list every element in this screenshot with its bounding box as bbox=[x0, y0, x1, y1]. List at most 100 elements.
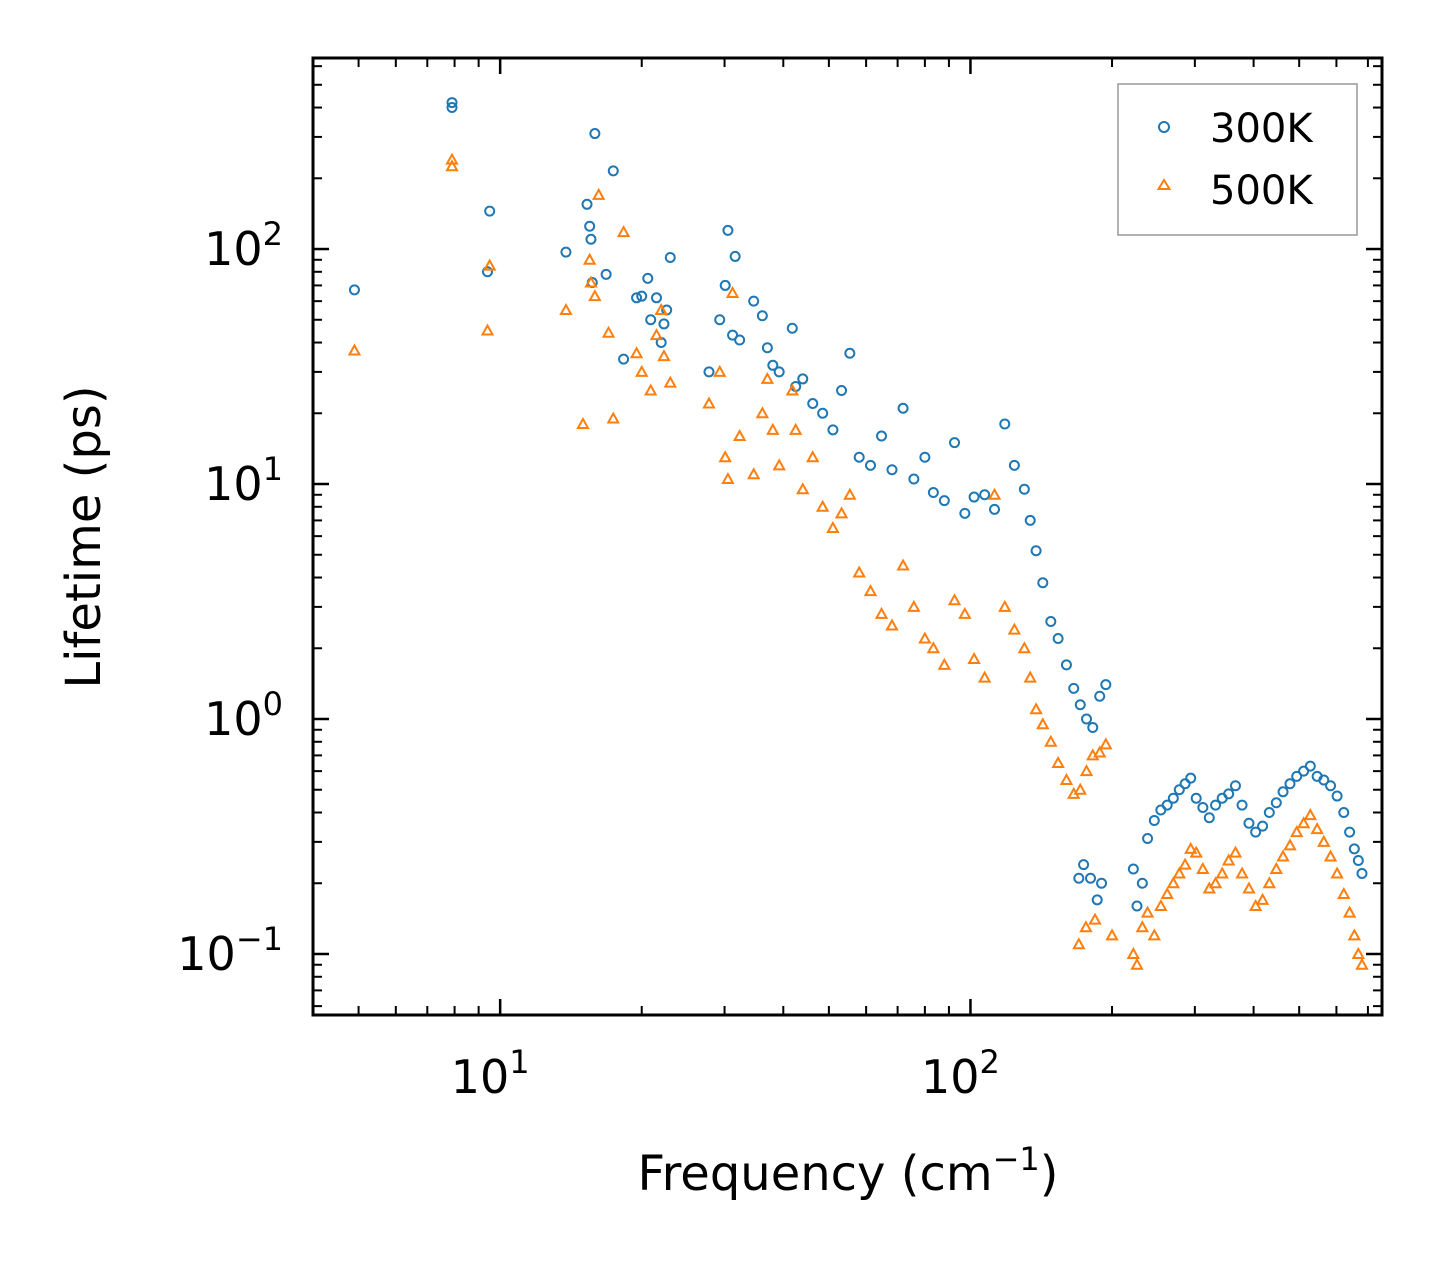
data-point-300k bbox=[1127, 863, 1139, 875]
data-point-300k bbox=[631, 292, 643, 304]
data-point-500k bbox=[907, 599, 921, 612]
data-point-500k bbox=[1099, 737, 1113, 750]
x-tick-exponent: 1 bbox=[509, 1043, 529, 1081]
data-point-500k bbox=[1088, 912, 1102, 925]
data-point-300k bbox=[1284, 778, 1296, 790]
data-point-500k bbox=[584, 275, 598, 288]
data-point-500k bbox=[1017, 641, 1032, 654]
data-point-500k bbox=[1255, 892, 1270, 905]
data-point-500k bbox=[1079, 764, 1094, 777]
data-point-500k bbox=[1051, 755, 1065, 768]
data-point-500k bbox=[967, 651, 981, 665]
data-point-300k bbox=[607, 165, 619, 177]
data-point-300k bbox=[722, 224, 734, 236]
data-point-500k bbox=[1184, 841, 1198, 854]
legend-box bbox=[1117, 83, 1358, 236]
data-point-500k bbox=[826, 520, 840, 533]
data-point-300k bbox=[446, 97, 458, 109]
data-point-300k bbox=[1179, 778, 1191, 790]
data-point-500k bbox=[1283, 838, 1297, 851]
data-point-500k bbox=[1342, 905, 1357, 918]
data-point-500k bbox=[1337, 886, 1351, 900]
data-point-500k bbox=[1007, 622, 1022, 635]
data-point-300k bbox=[807, 398, 819, 410]
data-point-500k bbox=[885, 618, 899, 631]
data-point-300k bbox=[938, 495, 950, 507]
data-point-300k bbox=[719, 279, 731, 291]
legend-label-300k: 300K bbox=[1210, 106, 1314, 152]
data-point-300k bbox=[1348, 843, 1360, 855]
data-point-500k bbox=[1215, 866, 1229, 879]
data-point-500k bbox=[918, 631, 932, 644]
data-point-500k bbox=[1189, 845, 1203, 858]
data-point-500k bbox=[445, 152, 459, 165]
data-point-300k bbox=[1203, 812, 1215, 824]
data-point-500k bbox=[1160, 886, 1174, 900]
data-point-300k bbox=[864, 459, 876, 471]
data-point-500k bbox=[760, 371, 775, 384]
data-point-500k bbox=[766, 422, 780, 435]
data-point-500k bbox=[1105, 928, 1119, 941]
data-point-500k bbox=[601, 325, 616, 338]
data-point-500k bbox=[1147, 928, 1162, 941]
data-point-500k bbox=[657, 349, 671, 362]
data-point-500k bbox=[1269, 861, 1283, 874]
data-point-500k bbox=[1235, 866, 1249, 879]
data-point-300k bbox=[1338, 807, 1350, 819]
data-point-500k bbox=[1059, 772, 1074, 786]
data-point-300k bbox=[1091, 894, 1103, 906]
y-tick-label: 101 bbox=[204, 450, 283, 511]
data-point-500k bbox=[1093, 745, 1107, 758]
data-point-300k bbox=[1263, 807, 1275, 819]
y-tick-exponent: −1 bbox=[236, 920, 283, 958]
data-point-300k bbox=[642, 272, 654, 284]
data-point-500k bbox=[644, 383, 658, 396]
data-point-300k bbox=[1190, 792, 1202, 804]
data-point-300k bbox=[1085, 872, 1097, 884]
data-point-300k bbox=[1073, 872, 1085, 884]
data-point-300k bbox=[1136, 877, 1148, 889]
data-point-500k bbox=[1330, 866, 1344, 879]
data-point-500k bbox=[852, 565, 866, 578]
data-point-300k bbox=[1236, 799, 1248, 811]
data-point-300k bbox=[748, 295, 760, 307]
data-point-500k bbox=[702, 396, 716, 409]
data-point-300k bbox=[1257, 820, 1269, 832]
data-point-300k bbox=[1148, 814, 1160, 826]
data-point-300k bbox=[1344, 826, 1356, 838]
data-point-500k bbox=[1276, 849, 1290, 862]
data-point-300k bbox=[1197, 802, 1209, 814]
data-point-500k bbox=[721, 471, 735, 485]
data-point-300k bbox=[1223, 788, 1235, 800]
y-tick-base: 10 bbox=[177, 927, 236, 981]
data-point-500k bbox=[977, 670, 992, 683]
data-point-500k bbox=[663, 375, 677, 388]
y-axis-label: Lifetime (ps) bbox=[56, 385, 112, 688]
data-point-500k bbox=[937, 657, 952, 670]
data-point-300k bbox=[817, 407, 829, 419]
data-point-500k bbox=[958, 606, 972, 619]
data-point-300k bbox=[1037, 577, 1049, 589]
data-point-300k bbox=[1173, 784, 1185, 796]
data-point-300k bbox=[1060, 659, 1072, 671]
data-point-500k bbox=[1303, 808, 1318, 821]
data-point-300k bbox=[482, 266, 494, 278]
data-point-500k bbox=[1290, 825, 1304, 838]
data-point-300k bbox=[589, 128, 601, 140]
data-point-300k bbox=[949, 437, 961, 449]
axis-ticks bbox=[312, 58, 1382, 1015]
data-point-500k bbox=[1178, 857, 1192, 870]
data-point-300k bbox=[1052, 633, 1064, 645]
data-point-500k bbox=[987, 487, 1002, 500]
data-point-300k bbox=[658, 318, 670, 330]
data-point-300k bbox=[1131, 900, 1143, 912]
data-point-500k bbox=[606, 411, 620, 424]
data-point-500k bbox=[713, 364, 727, 377]
data-point-500k bbox=[588, 289, 602, 302]
data-point-500k bbox=[772, 458, 786, 471]
data-point-300k bbox=[1270, 797, 1282, 809]
data-point-500k bbox=[482, 258, 497, 271]
data-point-300k bbox=[560, 246, 572, 258]
data-point-500k bbox=[1228, 845, 1243, 858]
